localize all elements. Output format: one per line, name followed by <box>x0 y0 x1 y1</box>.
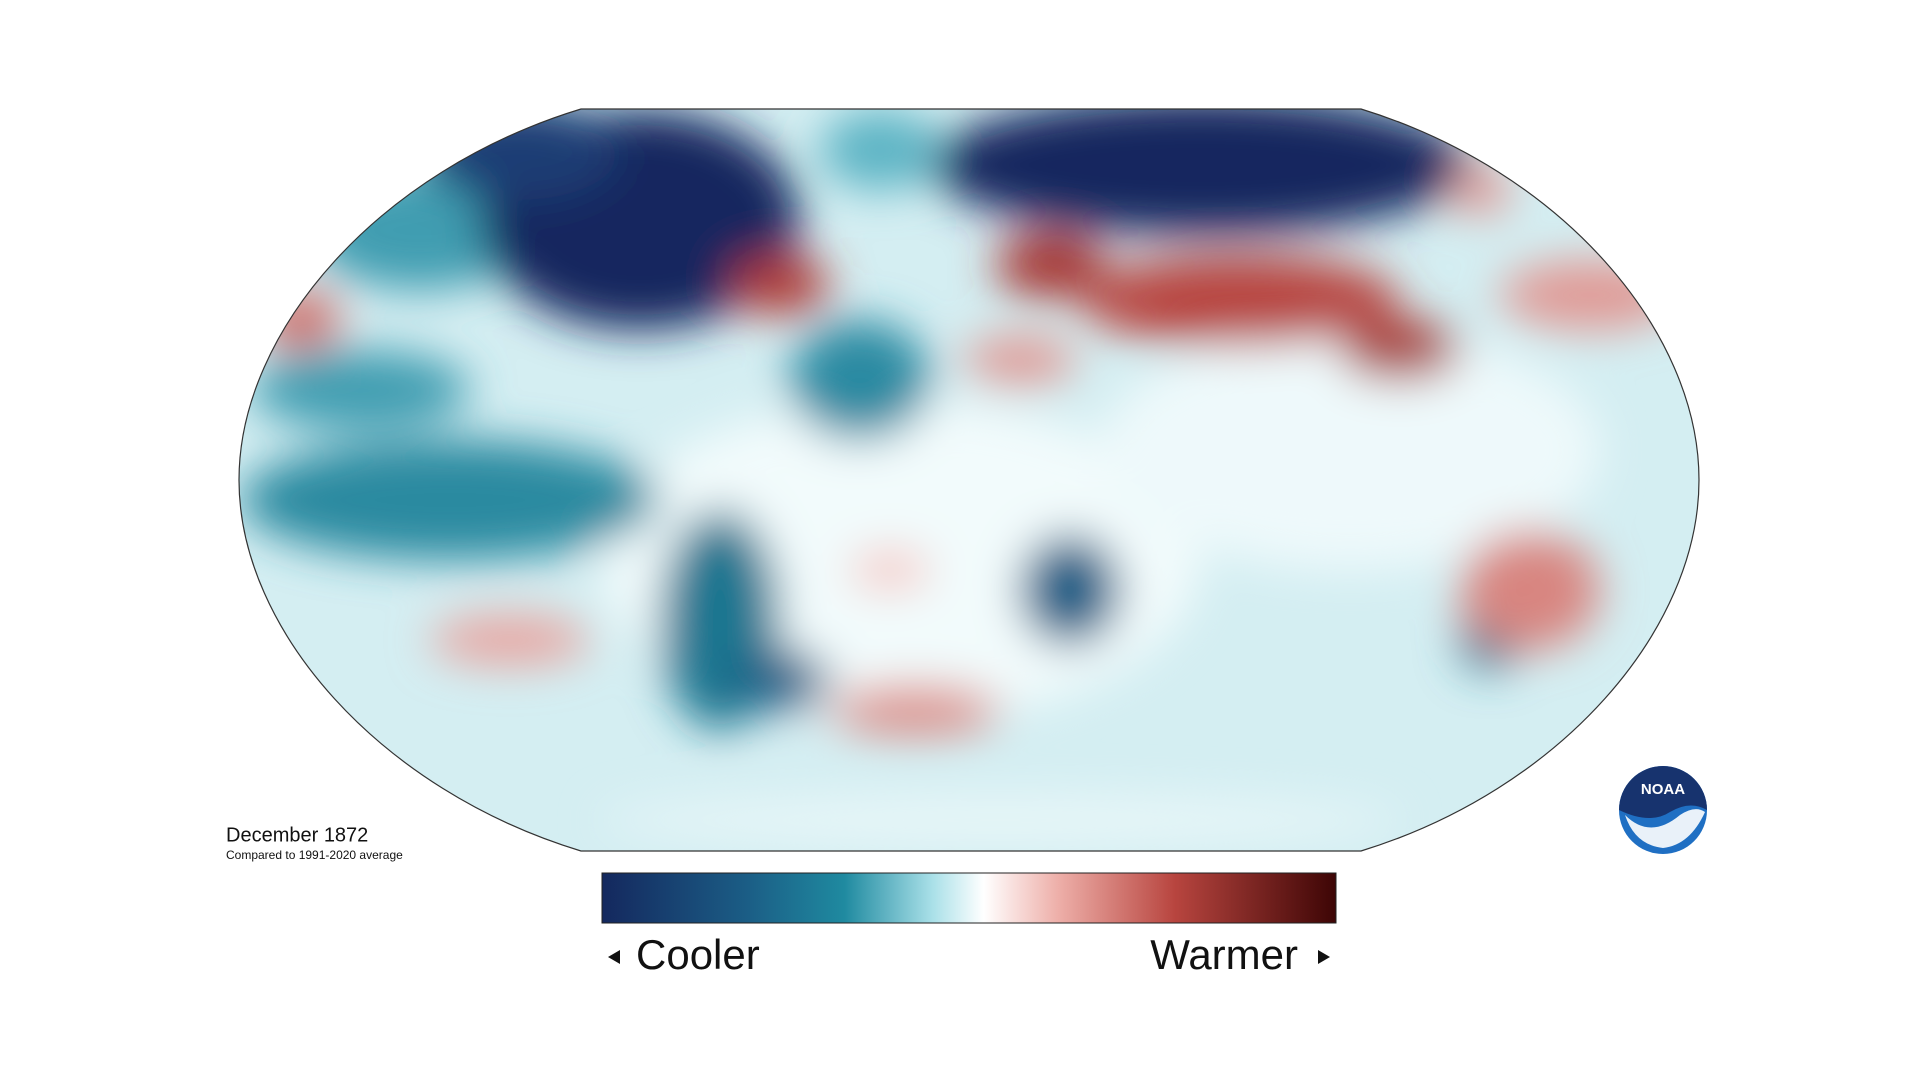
legend-high: Warmer <box>1150 931 1298 978</box>
arrow-right <box>1318 950 1330 964</box>
logo-text: NOAA <box>1641 781 1685 798</box>
noaa-logo: NOAA <box>1619 766 1707 854</box>
arrow-left <box>608 950 620 964</box>
color-scale <box>601 872 1337 924</box>
legend-low: Cooler <box>636 931 760 978</box>
map-border <box>238 108 1700 852</box>
anomaly-map <box>239 109 1699 851</box>
map-subtitle: Compared to 1991-2020 average <box>226 848 403 862</box>
map-title: December 1872 <box>226 824 368 846</box>
